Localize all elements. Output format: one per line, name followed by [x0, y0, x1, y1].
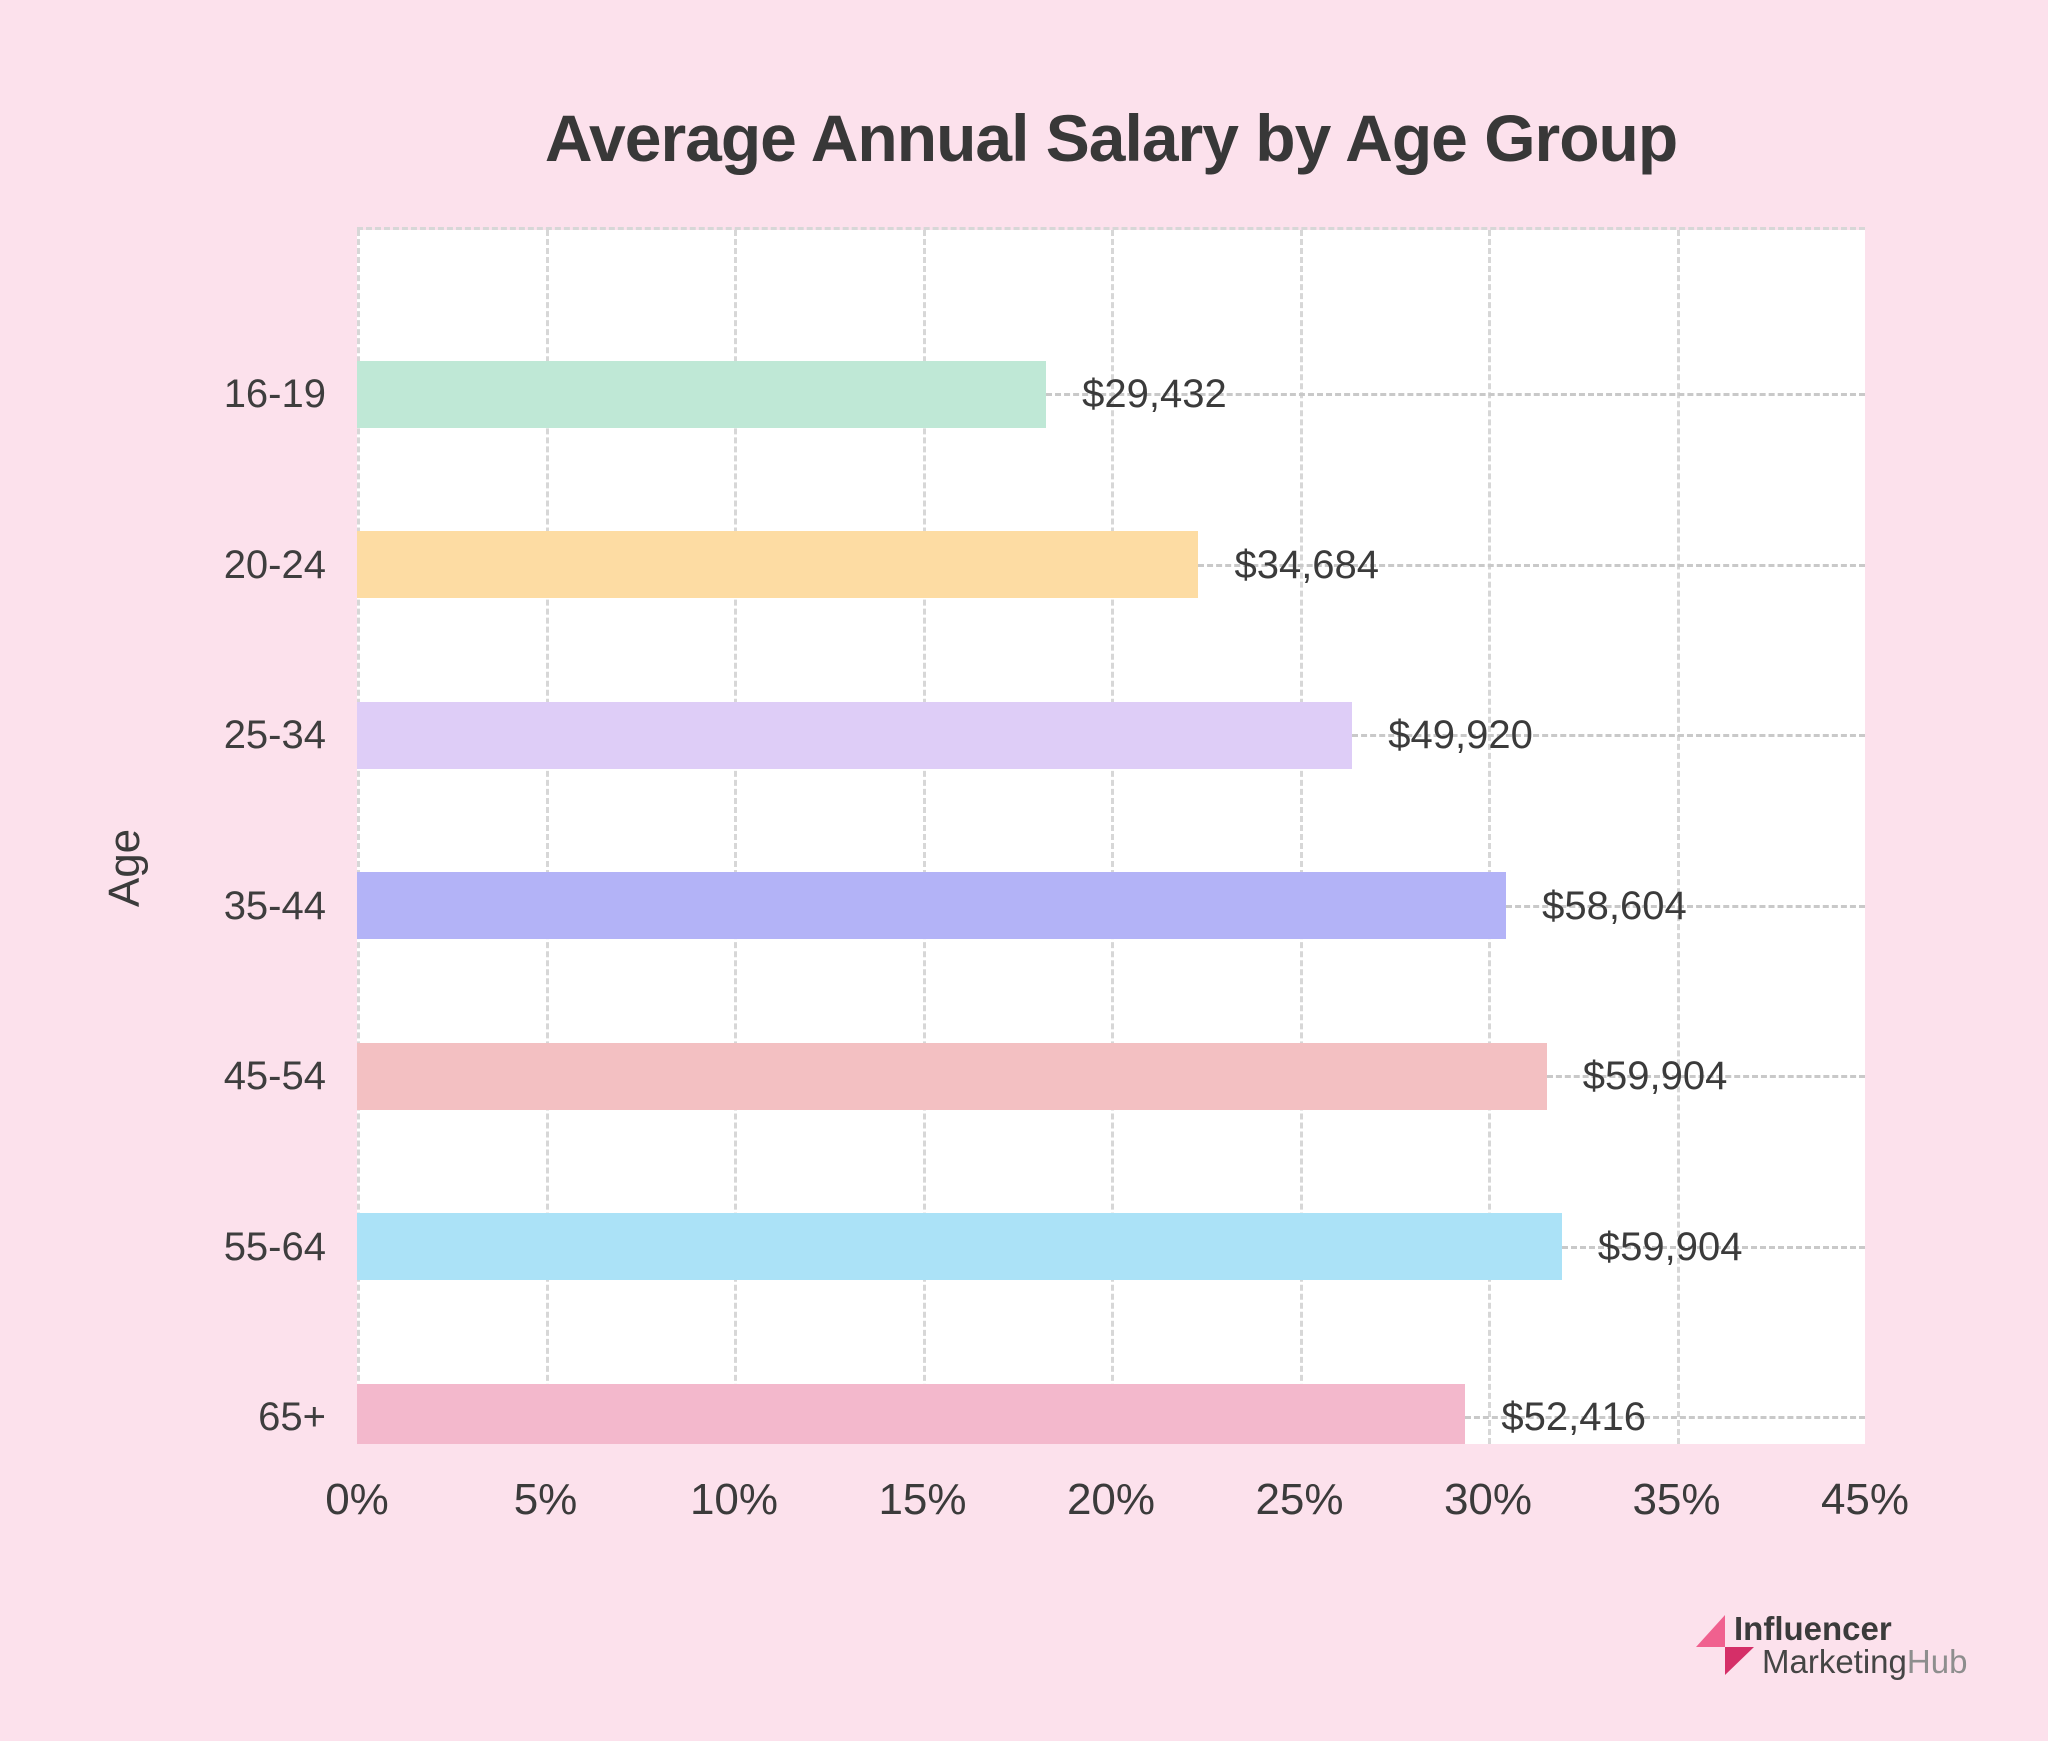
value-label-35-44: $58,604 — [1542, 883, 1687, 928]
category-label-35-44: 35-44 — [223, 883, 326, 928]
x-gridline — [1299, 230, 1303, 1444]
x-gridline — [1111, 230, 1114, 1444]
logo-icon-light-triangle — [1696, 1615, 1725, 1647]
x-tick-label: 45% — [1820, 1475, 1910, 1524]
logo-text-hub: Hub — [1906, 1643, 1968, 1680]
category-label-45-54: 45-54 — [223, 1054, 326, 1098]
x-gridline — [357, 230, 360, 1444]
bar-20-24 — [357, 531, 1199, 598]
plot-area: $29,432 $34,684 $49,920 $58,604 $59,904 $59,9… — [357, 230, 1865, 1444]
x-tick-label: 5% — [513, 1475, 578, 1524]
x-gridline — [734, 230, 737, 1444]
plot-top-border — [357, 227, 1865, 230]
value-label-55-64: $59,904 — [1597, 1224, 1743, 1269]
bar-65+ — [357, 1383, 1466, 1444]
bar-35-44 — [357, 872, 1507, 939]
x-tick-label: 30% — [1443, 1475, 1533, 1524]
x-gridline — [1676, 230, 1680, 1444]
value-label-20-24: $34,684 — [1234, 542, 1380, 587]
chart-title: Average Annual Salary by Age Group — [544, 101, 1678, 176]
x-gridline — [922, 230, 926, 1444]
logo-icon-dark-triangle — [1725, 1647, 1754, 1675]
category-label-16-19: 16-19 — [223, 372, 326, 416]
x-gridline — [545, 230, 549, 1444]
value-label-65+: $52,416 — [1501, 1395, 1646, 1439]
leader-line — [1046, 393, 1865, 396]
leader-line — [1352, 734, 1865, 737]
bar-45-54 — [357, 1042, 1547, 1110]
category-label-25-34: 25-34 — [223, 713, 326, 757]
x-tick-label: 0% — [325, 1475, 389, 1524]
x-tick-label: 20% — [1066, 1475, 1156, 1524]
category-label-20-24: 20-24 — [223, 542, 326, 587]
bar-25-34 — [357, 701, 1353, 769]
x-tick-label: 35% — [1632, 1475, 1721, 1524]
leader-line — [1198, 563, 1865, 567]
bar-16-19 — [357, 360, 1047, 428]
leader-line — [1506, 904, 1865, 908]
leader-line — [1546, 1075, 1865, 1078]
x-tick-label: 15% — [878, 1475, 967, 1524]
logo-text-influencer: Influencer — [1734, 1610, 1892, 1647]
y-axis-title: Age — [100, 828, 149, 908]
logo-arrow-icon — [1696, 1615, 1754, 1675]
value-label-25-34: $49,920 — [1388, 713, 1533, 757]
bar-55-64 — [357, 1213, 1562, 1280]
x-gridline — [1488, 230, 1491, 1444]
x-tick-label: 25% — [1255, 1475, 1344, 1524]
influencer-marketinghub-logo: Influencer MarketingHub — [1696, 1610, 2048, 1690]
leader-line — [1465, 1416, 1865, 1419]
leader-line — [1561, 1245, 1865, 1249]
logo-text-marketinghub: MarketingHub — [1762, 1643, 1967, 1681]
x-tick-label: 10% — [689, 1475, 779, 1524]
value-label-45-54: $59,904 — [1582, 1054, 1728, 1098]
category-label-65+: 65+ — [258, 1395, 326, 1439]
logo-text-marketing: Marketing — [1762, 1643, 1907, 1680]
value-label-16-19: $29,432 — [1082, 372, 1227, 416]
category-label-55-64: 55-64 — [223, 1224, 326, 1269]
